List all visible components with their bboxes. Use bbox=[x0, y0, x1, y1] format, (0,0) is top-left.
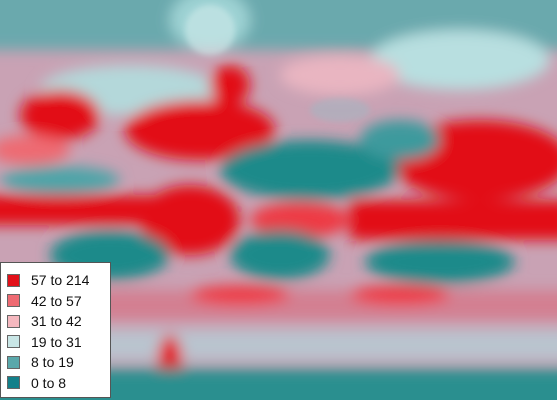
legend-label: 31 to 42 bbox=[31, 313, 82, 330]
legend-item: 31 to 42 bbox=[7, 311, 104, 332]
legend-item: 0 to 8 bbox=[7, 373, 104, 394]
legend-swatch bbox=[7, 376, 20, 390]
legend-label: 0 to 8 bbox=[31, 374, 67, 391]
legend-label: 57 to 214 bbox=[31, 272, 90, 289]
legend-swatch bbox=[7, 314, 20, 328]
legend-item: 57 to 214 bbox=[7, 270, 104, 291]
legend-swatch bbox=[7, 335, 20, 349]
land-outlines bbox=[185, 5, 370, 122]
legend-label: 19 to 31 bbox=[31, 333, 82, 350]
legend-swatch bbox=[7, 355, 20, 369]
legend-item: 19 to 31 bbox=[7, 332, 104, 353]
legend-swatch bbox=[7, 294, 20, 308]
legend-label: 42 to 57 bbox=[31, 292, 82, 309]
legend: 57 to 214 42 to 57 31 to 42 19 to 31 8 to 19… bbox=[0, 262, 111, 398]
legend-swatch bbox=[7, 273, 20, 287]
legend-item: 8 to 19 bbox=[7, 352, 104, 373]
legend-label: 8 to 19 bbox=[31, 354, 74, 371]
legend-item: 42 to 57 bbox=[7, 291, 104, 312]
